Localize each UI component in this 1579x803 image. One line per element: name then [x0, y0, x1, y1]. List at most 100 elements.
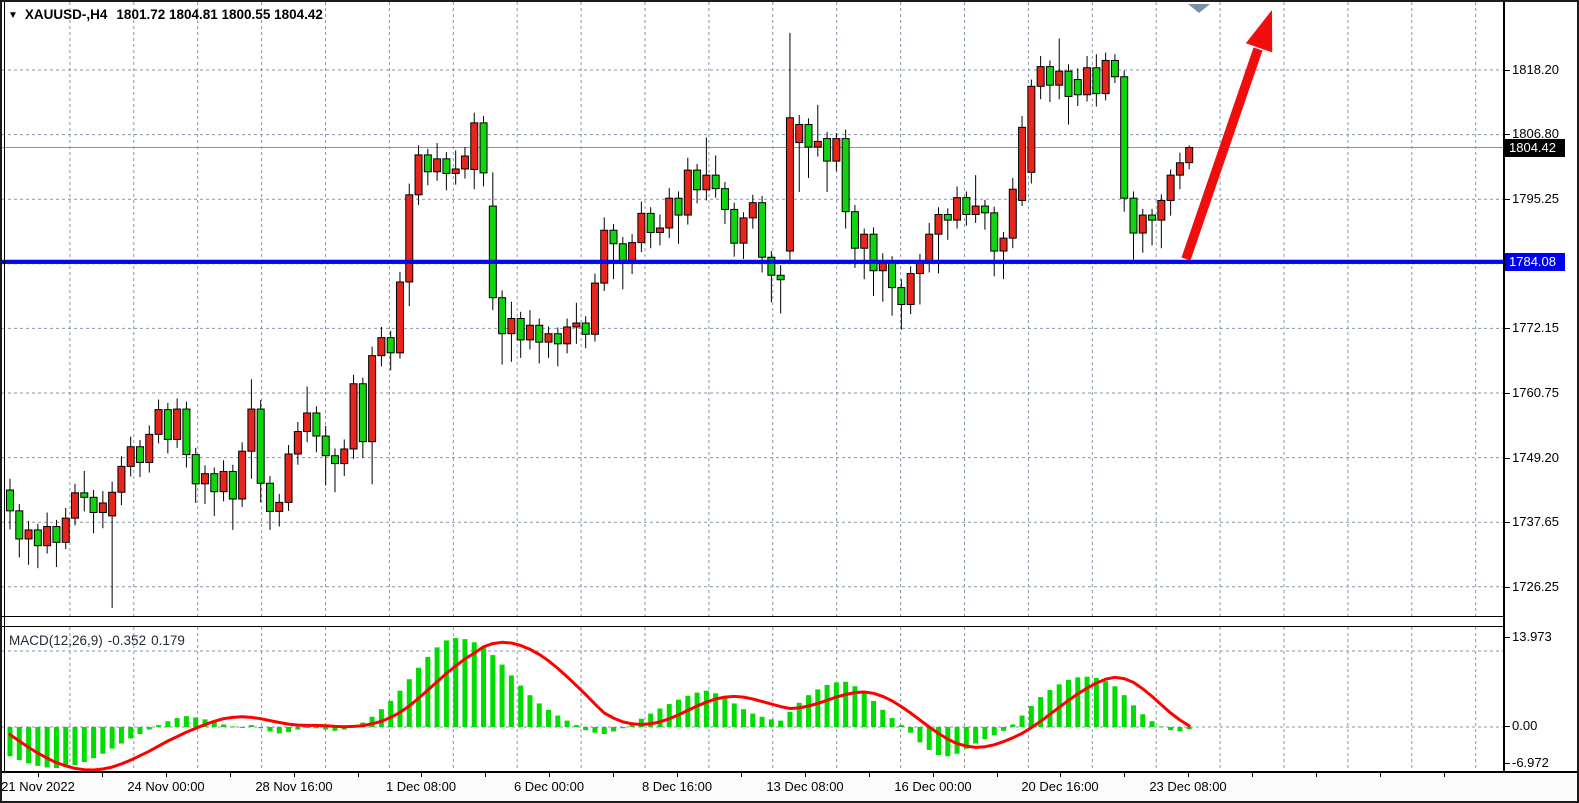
- macd-histogram-bar: [211, 721, 217, 727]
- time-axis-tick: [996, 773, 998, 777]
- candle-body: [767, 256, 776, 276]
- main-chart-pane[interactable]: ▼ XAUUSD-,H4 1801.72 1804.81 1800.55 1804.…: [2, 2, 1503, 617]
- macd-axis-tick: [1505, 726, 1510, 727]
- price-axis-label: 1795.25: [1512, 191, 1559, 206]
- price-axis-tick: [1505, 458, 1510, 459]
- candle-body: [24, 529, 33, 540]
- candle-body: [609, 229, 618, 245]
- time-axis-tick: [740, 773, 742, 777]
- candle-body: [1064, 70, 1073, 97]
- candle-body: [349, 383, 358, 450]
- candles-group: [6, 32, 1194, 609]
- trend-arrow[interactable]: [1181, 10, 1273, 261]
- macd-histogram-bar: [388, 700, 394, 727]
- macd-histogram-bar: [304, 727, 310, 728]
- candle-body: [720, 188, 729, 210]
- candle-body: [256, 408, 265, 484]
- candle-body: [163, 409, 172, 440]
- macd-histogram-bar: [81, 727, 87, 763]
- price-axis[interactable]: 1804.42 1784.08 1818.20 1806.80 1795.25 177…: [1503, 2, 1579, 771]
- candle-body: [823, 138, 832, 162]
- macd-histogram-bar: [258, 727, 264, 729]
- price-axis-tick: [1505, 199, 1510, 200]
- candle-body: [1157, 199, 1166, 221]
- candle-body: [33, 529, 42, 547]
- macd-histogram-bar: [1112, 686, 1118, 727]
- chart-title: ▼ XAUUSD-,H4 1801.72 1804.81 1800.55 1804.…: [8, 7, 323, 22]
- macd-histogram-bar: [53, 727, 59, 769]
- macd-histogram-bar: [63, 727, 69, 768]
- time-axis-tick: [229, 773, 231, 777]
- macd-histogram-bar: [490, 655, 496, 727]
- macd-histogram-bar: [313, 727, 319, 729]
- candle-body: [1055, 70, 1064, 86]
- macd-histogram-bar: [443, 640, 449, 727]
- time-axis-tick: [804, 773, 806, 777]
- time-axis-tick: [38, 773, 39, 777]
- candle-body: [943, 214, 952, 221]
- candle-body: [544, 333, 553, 343]
- macd-histogram-bar: [778, 720, 784, 727]
- time-axis-label: 23 Dec 08:00: [1149, 779, 1227, 794]
- candle-body: [674, 197, 683, 216]
- macd-histogram-bar: [722, 697, 728, 727]
- candlestick-chart-canvas[interactable]: [2, 2, 1503, 616]
- candle-body: [479, 122, 488, 174]
- macd-histogram-bar: [174, 718, 180, 727]
- price-axis-label: 1726.25: [1512, 579, 1559, 594]
- time-axis-tick: [1060, 773, 1062, 777]
- time-axis-label: 8 Dec 16:00: [641, 779, 713, 794]
- macd-histogram-bar: [648, 713, 654, 727]
- price-axis-tick: [1505, 393, 1510, 394]
- macd-indicator-pane[interactable]: MACD(12,26,9) -0.352 0.179: [2, 626, 1503, 772]
- time-axis-tick: [1124, 773, 1126, 777]
- candle-body: [1148, 214, 1157, 221]
- candle-body: [293, 431, 302, 455]
- candle-body: [646, 212, 655, 233]
- candle-body: [1185, 146, 1194, 164]
- macd-histogram-bar: [982, 727, 988, 740]
- candle-body: [275, 501, 284, 512]
- macd-histogram-bar: [908, 727, 914, 733]
- time-axis-tick: [1316, 773, 1317, 777]
- macd-axis-tick: [1505, 637, 1510, 638]
- candle-body: [535, 324, 544, 343]
- time-axis-tick: [1252, 773, 1254, 777]
- candle-body: [1129, 197, 1138, 234]
- candle-body: [1110, 59, 1119, 78]
- time-axis-label: 16 Dec 00:00: [894, 779, 972, 794]
- candle-body: [1166, 174, 1175, 201]
- time-axis[interactable]: 21 Nov 2022 24 Nov 00:00 28 Nov 16:00 1 Dec…: [1, 771, 1577, 803]
- macd-histogram-bar: [397, 690, 403, 727]
- support-level-line[interactable]: [2, 259, 1503, 264]
- price-axis-label: 1772.15: [1512, 320, 1559, 335]
- one-click-trading-toggle-icon[interactable]: ▼: [8, 10, 18, 21]
- candle-body: [776, 274, 785, 281]
- candle-body: [154, 409, 163, 435]
- macd-histogram-bar: [731, 703, 737, 727]
- macd-histogram-bar: [72, 727, 78, 766]
- candle-body: [470, 122, 479, 171]
- macd-histogram-bar: [592, 727, 598, 733]
- macd-chart-canvas[interactable]: [2, 627, 1503, 772]
- candle-body: [488, 205, 497, 299]
- candle-body: [581, 322, 590, 335]
- candle-body: [730, 208, 739, 244]
- candle-body: [80, 492, 89, 498]
- price-axis-tick: [1505, 328, 1510, 329]
- time-axis-tick: [357, 773, 359, 777]
- macd-histogram-bar: [1019, 715, 1025, 727]
- candle-body: [748, 202, 757, 219]
- price-axis-label: 1749.20: [1512, 450, 1559, 465]
- chart-title-ohlc: 1801.72 1804.81 1800.55 1804.42: [116, 7, 323, 22]
- candle-body: [600, 229, 609, 284]
- macd-axis-label: -6.972: [1512, 755, 1549, 770]
- macd-histogram-bar: [1186, 727, 1192, 730]
- macd-histogram-bar: [1038, 697, 1044, 727]
- macd-histogram-bar: [527, 695, 533, 727]
- candle-body: [1101, 59, 1110, 95]
- macd-histogram-bar: [898, 725, 904, 727]
- chart-shift-marker-icon[interactable]: [1188, 4, 1210, 13]
- candle-body: [330, 455, 339, 465]
